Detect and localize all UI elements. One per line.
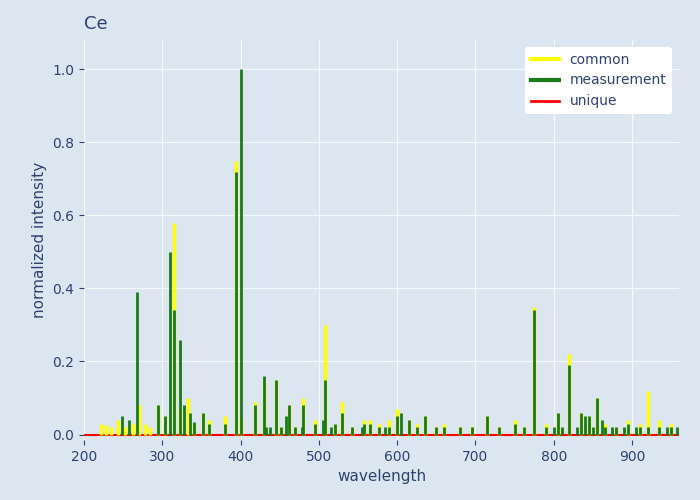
Text: Ce: Ce [84,15,108,33]
X-axis label: wavelength: wavelength [337,470,426,484]
Y-axis label: normalized intensity: normalized intensity [32,162,47,318]
Legend: common, measurement, unique: common, measurement, unique [525,47,672,114]
